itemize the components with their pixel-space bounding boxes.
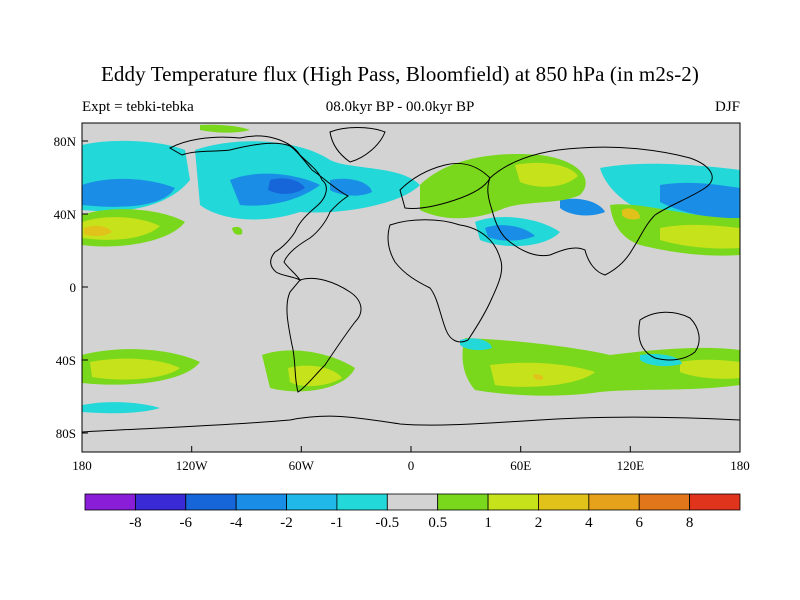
colorbar-swatch (487, 493, 539, 511)
lon-tick-label: 120E (617, 458, 645, 473)
colorbar-swatch (638, 493, 691, 511)
colorbar-swatch (235, 493, 287, 511)
negative-anomaly-region (560, 198, 605, 216)
colorbar-label: 2 (535, 515, 543, 531)
longitude-axis: 180 120W 60W 0 60E 120E 180 (72, 446, 750, 473)
colorbar-swatch (185, 493, 237, 511)
positive-anomaly-region (490, 362, 595, 387)
lon-tick-label: 120W (176, 458, 209, 473)
positive-anomaly-region (84, 225, 112, 237)
coastline-australia (638, 311, 700, 361)
colorbar-label: 1 (484, 515, 492, 531)
colorbar-label: -8 (129, 515, 142, 531)
coastline-greenland (329, 127, 386, 163)
colorbar-label: 6 (635, 515, 643, 531)
colorbar-label: -2 (280, 515, 293, 531)
negative-anomaly-region (82, 178, 175, 207)
colorbar: -8 -6 -4 -2 -1 -0.5 0.5 1 2 4 6 8 (84, 493, 741, 531)
colorbar-swatch (286, 493, 338, 511)
negative-anomaly-region (660, 182, 740, 219)
coastline-antarctica (82, 415, 740, 433)
positive-anomaly-region (200, 124, 250, 133)
positive-anomaly-region (90, 358, 180, 380)
positive-anomaly-region (622, 208, 640, 220)
season-label: DJF (714, 99, 740, 115)
colorbar-swatch (689, 493, 741, 511)
colorbar-label: -6 (180, 515, 193, 531)
lon-tick-label: 0 (408, 458, 415, 473)
negative-anomaly-region (82, 402, 160, 414)
positive-anomaly-region (680, 359, 740, 379)
anomaly-fill-layer (82, 124, 740, 414)
colorbar-label: -1 (331, 515, 344, 531)
colorbar-label: -0.5 (375, 515, 399, 531)
colorbar-swatch (336, 493, 388, 511)
coastline-south-america (286, 277, 362, 393)
lon-tick-label: 180 (72, 458, 92, 473)
positive-anomaly-region (515, 162, 578, 187)
coastline-africa (387, 219, 503, 343)
colorbar-swatch (386, 493, 439, 511)
colorbar-swatch (538, 493, 590, 511)
colorbar-label: 0.5 (428, 515, 447, 531)
time-range-label: 08.0kyr BP - 00.0kyr BP (325, 99, 475, 115)
colorbar-label: -4 (230, 515, 243, 531)
negative-anomaly-region (268, 178, 305, 194)
colorbar-swatch (84, 493, 136, 511)
colorbar-swatch (437, 493, 489, 511)
map-title: Eddy Temperature flux (High Pass, Bloomf… (101, 62, 699, 86)
lon-tick-label: 60W (289, 458, 315, 473)
lat-tick-label: 0 (70, 280, 77, 295)
coastlines (82, 127, 740, 433)
positive-anomaly-region (660, 224, 740, 249)
experiment-label: Expt = tebki-tebka (82, 99, 194, 115)
colorbar-label: 8 (686, 515, 694, 531)
lon-tick-label: 60E (510, 458, 531, 473)
lat-tick-label: 40N (54, 207, 77, 222)
colorbar-swatch (134, 493, 187, 511)
negative-anomaly-region (640, 354, 682, 367)
colorbar-label: 4 (585, 515, 593, 531)
lat-tick-label: 80S (56, 426, 76, 441)
negative-anomaly-region (485, 225, 535, 241)
lon-tick-label: 180 (730, 458, 750, 473)
colorbar-swatch (588, 493, 640, 511)
positive-anomaly-region (533, 374, 544, 380)
negative-anomaly-region (460, 338, 492, 351)
latitude-axis: 80N 40N 0 40S 80S (54, 134, 88, 441)
lat-tick-label: 40S (56, 353, 76, 368)
lat-tick-label: 80N (54, 134, 77, 149)
coastline-asia (487, 146, 713, 276)
positive-anomaly-region (232, 226, 243, 235)
